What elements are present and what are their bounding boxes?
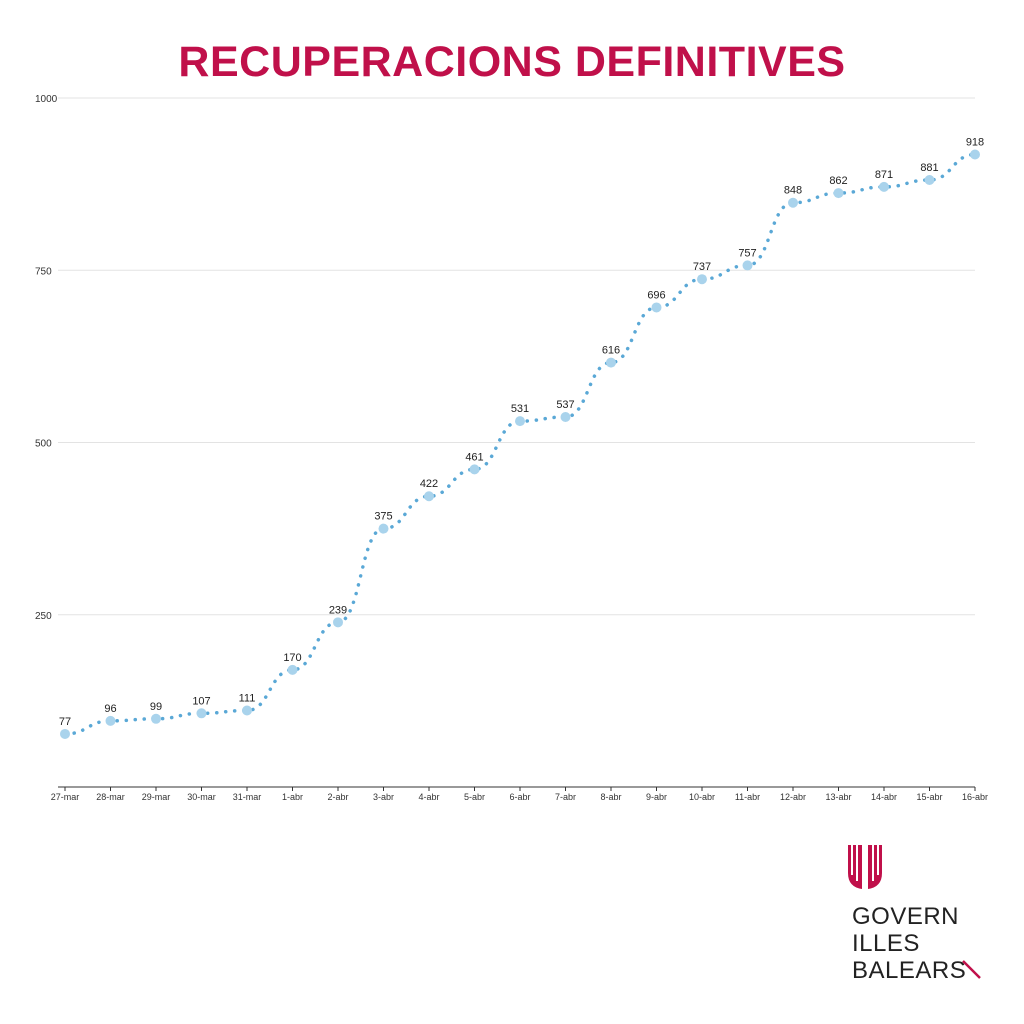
y-tick-label-750: 750: [35, 266, 52, 277]
data-label-15-abr: 881: [920, 162, 938, 174]
data-label-9-abr: 696: [647, 289, 665, 301]
x-tick-label-31-mar: 31-mar: [233, 792, 262, 802]
data-point-30-mar: [196, 708, 207, 719]
logo-line-illes: ILLES: [852, 930, 920, 957]
data-point-3-abr: [378, 523, 389, 534]
balearic-government-emblem-icon: [848, 845, 882, 889]
y-axis-tick-labels: 250 500 750 1000: [35, 94, 58, 622]
x-tick-label-14-abr: 14-abr: [871, 792, 897, 802]
data-label-12-abr: 848: [784, 185, 802, 197]
data-point-28-mar: [105, 715, 116, 726]
data-point-12-abr: [788, 197, 798, 208]
data-label-28-mar: 96: [104, 703, 116, 715]
x-tick-label-6-abr: 6-abr: [509, 792, 530, 802]
government-logo-text: GOVERN ILLES BALEARS: [852, 903, 966, 984]
y-tick-label-1000: 1000: [35, 94, 58, 105]
x-tick-label-15-abr: 15-abr: [916, 792, 942, 802]
data-point-10-abr: [697, 274, 707, 285]
data-label-29-mar: 99: [150, 701, 162, 713]
data-point-11-abr: [742, 260, 753, 271]
data-label-6-abr: 531: [511, 403, 529, 415]
x-tick-label-9-abr: 9-abr: [646, 792, 667, 802]
data-label-13-abr: 862: [829, 175, 847, 187]
data-point-1-abr: [287, 664, 298, 675]
data-point-5-abr: [469, 464, 480, 475]
data-point-15-abr: [924, 174, 935, 185]
logo-line-govern: GOVERN: [852, 903, 960, 930]
x-tick-label-2-abr: 2-abr: [327, 792, 348, 802]
chart-title: RECUPERACIONS DEFINITIVES: [178, 38, 846, 86]
x-tick-label-7-abr: 7-abr: [555, 792, 576, 802]
data-point-27-mar: [60, 728, 70, 739]
series-line: [63, 152, 977, 736]
data-label-31-mar: 111: [239, 693, 256, 705]
x-tick-label-28-mar: 28-mar: [96, 792, 125, 802]
data-point-14-abr: [879, 181, 889, 192]
government-logo: [846, 843, 1016, 993]
data-labels: 77 96 99 107 111 170 239 375 422 461 531 537 616 696 7…: [59, 136, 984, 727]
data-point-4-abr: [424, 491, 434, 502]
data-points: [60, 149, 980, 739]
data-label-10-abr: 737: [693, 261, 711, 273]
data-label-7-abr: 537: [556, 399, 574, 411]
x-tick-label-30-mar: 30-mar: [187, 792, 216, 802]
logo-slash-mark: [962, 960, 981, 979]
logo-line-balears: BALEARS: [852, 957, 967, 984]
data-point-2-abr: [333, 617, 343, 628]
data-label-30-mar: 107: [192, 695, 210, 707]
data-label-27-mar: 77: [59, 716, 71, 728]
data-label-8-abr: 616: [602, 345, 620, 357]
x-tick-label-11-abr: 11-abr: [735, 792, 760, 802]
data-point-31-mar: [242, 705, 252, 716]
data-label-2-abr: 239: [329, 604, 347, 616]
data-label-4-abr: 422: [420, 478, 438, 490]
data-label-3-abr: 375: [374, 511, 392, 523]
x-tick-label-3-abr: 3-abr: [373, 792, 394, 802]
data-label-16-abr: 918: [966, 136, 984, 148]
data-point-13-abr: [833, 188, 844, 199]
x-tick-label-13-abr: 13-abr: [825, 792, 851, 802]
grid-lines: [58, 97, 975, 616]
x-tick-label-10-abr: 10-abr: [689, 792, 715, 802]
data-label-11-abr: 757: [738, 247, 756, 259]
x-tick-label-16-abr: 16-abr: [962, 792, 988, 802]
x-tick-label-1-abr: 1-abr: [282, 792, 303, 802]
x-tick-label-4-abr: 4-abr: [418, 792, 439, 802]
data-point-6-abr: [515, 416, 525, 427]
y-tick-label-250: 250: [35, 611, 52, 622]
x-tick-label-5-abr: 5-abr: [464, 792, 485, 802]
x-tick-label-29-mar: 29-mar: [142, 792, 171, 802]
x-tick-label-8-abr: 8-abr: [600, 792, 621, 802]
data-point-8-abr: [606, 357, 616, 368]
data-point-9-abr: [651, 302, 662, 313]
x-axis-tick-labels: 27-mar 28-mar 29-mar 30-mar 31-mar 1-abr 2-abr…: [51, 792, 988, 802]
y-tick-label-500: 500: [35, 439, 52, 450]
data-label-1-abr: 170: [283, 652, 301, 664]
data-label-14-abr: 871: [875, 169, 893, 181]
x-tick-label-27-mar: 27-mar: [51, 792, 80, 802]
series-line-path: [63, 152, 977, 736]
data-label-5-abr: 461: [465, 451, 483, 463]
x-tick-label-12-abr: 12-abr: [780, 792, 806, 802]
x-axis: [58, 786, 976, 791]
data-point-16-abr: [970, 149, 980, 160]
data-point-29-mar: [151, 713, 161, 724]
data-point-7-abr: [560, 412, 571, 423]
